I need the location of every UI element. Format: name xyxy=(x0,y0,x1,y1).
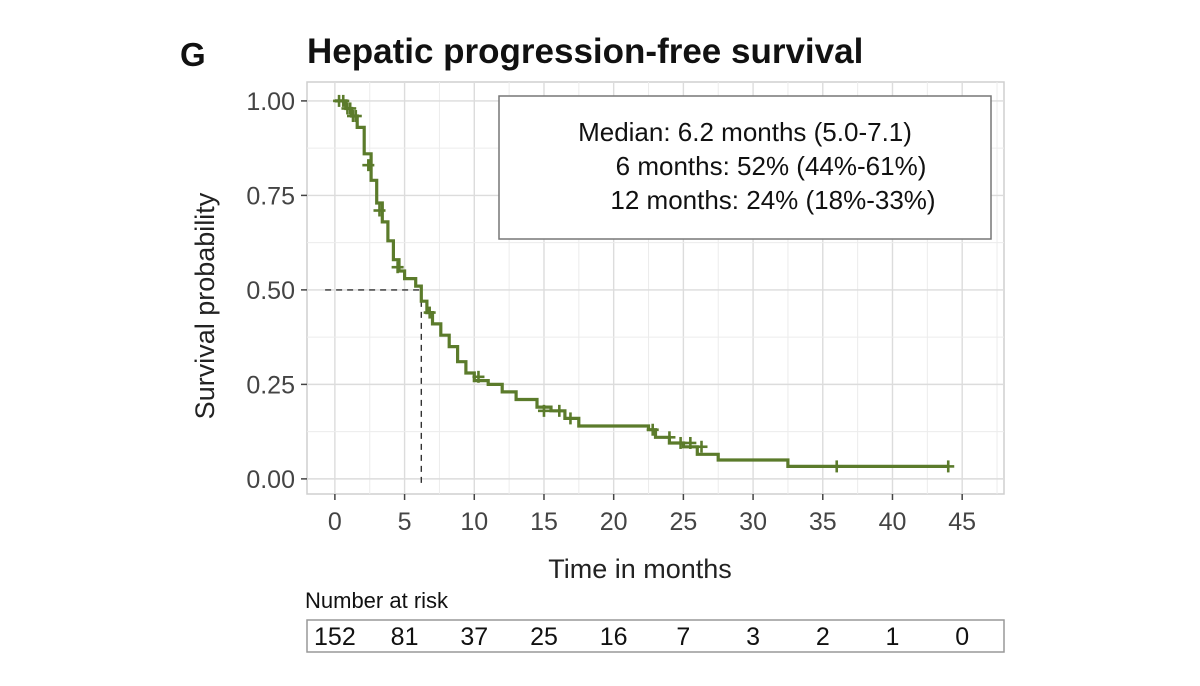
x-axis-label: Time in months xyxy=(548,554,732,584)
chart-title: Hepatic progression-free survival xyxy=(307,32,863,71)
risk-value: 16 xyxy=(600,623,628,651)
censor-mark xyxy=(564,412,577,425)
censor-mark xyxy=(830,460,843,473)
risk-value: 37 xyxy=(460,623,488,651)
legend-12-months: 12 months: 24% (18%-33%) xyxy=(610,185,935,215)
risk-value: 152 xyxy=(314,623,356,651)
x-tick-label: 20 xyxy=(600,508,628,536)
y-tick-label: 1.00 xyxy=(246,88,295,116)
risk-table-label: Number at risk xyxy=(305,588,449,613)
x-tick-label: 35 xyxy=(809,508,837,536)
censor-mark xyxy=(695,440,708,453)
x-tick-label: 5 xyxy=(398,508,412,536)
y-tick-label: 0.50 xyxy=(246,277,295,305)
censor-mark xyxy=(349,110,362,123)
censor-marks xyxy=(333,94,955,473)
risk-value: 7 xyxy=(676,623,690,651)
x-tick-label: 10 xyxy=(460,508,488,536)
x-tick-label: 30 xyxy=(739,508,767,536)
legend-6-months: 6 months: 52% (44%-61%) xyxy=(616,151,927,181)
x-axis-ticks: 0 5 10 15 20 25 30 35 40 45 xyxy=(328,494,976,536)
censor-mark xyxy=(472,370,485,383)
legend-median: Median: 6.2 months (5.0-7.1) xyxy=(578,117,912,147)
median-reference-lines xyxy=(325,289,423,487)
censor-mark xyxy=(423,306,436,319)
censor-mark xyxy=(537,404,550,417)
x-tick-label: 15 xyxy=(530,508,558,536)
censor-mark xyxy=(391,261,404,274)
y-tick-label: 0.75 xyxy=(246,182,295,210)
risk-value: 3 xyxy=(746,623,760,651)
risk-table-box xyxy=(306,619,1005,653)
y-axis-label: Survival probability xyxy=(190,192,220,419)
x-tick-label: 40 xyxy=(879,508,907,536)
risk-value: 0 xyxy=(955,623,969,651)
censor-mark xyxy=(337,94,350,107)
censor-mark xyxy=(553,404,566,417)
censor-mark xyxy=(942,460,955,473)
censor-mark xyxy=(646,423,659,436)
y-tick-label: 0.25 xyxy=(246,371,295,399)
panel-label: G xyxy=(180,36,206,73)
censor-mark xyxy=(362,159,375,172)
risk-value: 25 xyxy=(530,623,558,651)
y-tick-label: 0.00 xyxy=(246,466,295,494)
x-tick-label: 0 xyxy=(328,508,342,536)
risk-value: 81 xyxy=(391,623,419,651)
x-tick-label: 45 xyxy=(948,508,976,536)
risk-value: 2 xyxy=(816,623,830,651)
censor-mark xyxy=(684,436,697,449)
y-axis-ticks: 0.00 0.25 0.50 0.75 1.00 xyxy=(246,88,307,494)
censor-mark xyxy=(663,431,676,444)
x-tick-label: 25 xyxy=(669,508,697,536)
censor-mark xyxy=(344,102,357,115)
censor-mark xyxy=(373,204,386,217)
legend-box xyxy=(498,95,992,240)
risk-table-values: 152 81 37 25 16 7 3 2 1 0 xyxy=(314,623,969,651)
risk-value: 1 xyxy=(886,623,900,651)
